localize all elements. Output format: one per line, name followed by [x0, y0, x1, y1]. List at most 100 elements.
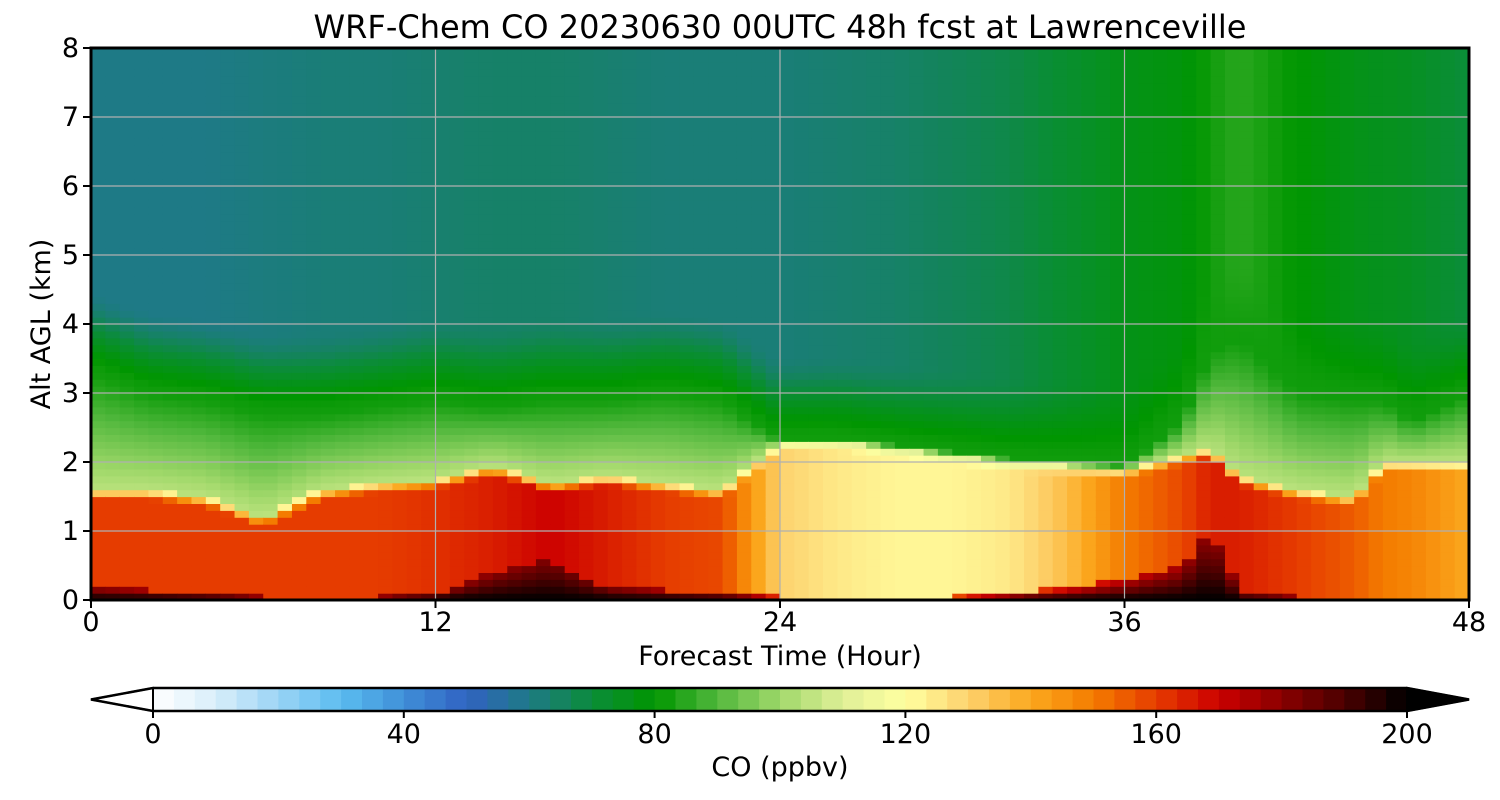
- heatmap-cell: [291, 572, 307, 580]
- heatmap-cell: [248, 186, 264, 194]
- heatmap-cell: [492, 593, 508, 600]
- heatmap-cell: [306, 165, 322, 173]
- heatmap-cell: [263, 289, 279, 297]
- heatmap-cell: [952, 517, 968, 525]
- heatmap-cell: [148, 179, 164, 187]
- heatmap-cell: [765, 586, 781, 594]
- heatmap-cell: [306, 151, 322, 159]
- heatmap-cell: [550, 144, 566, 153]
- heatmap-cell: [134, 68, 150, 77]
- heatmap-cell: [535, 130, 551, 139]
- heatmap-cell: [923, 61, 939, 70]
- heatmap-cell: [191, 586, 207, 594]
- heatmap-cell: [435, 303, 451, 311]
- heatmap-cell: [593, 75, 609, 84]
- heatmap-cell: [392, 317, 408, 325]
- heatmap-cell: [406, 61, 422, 70]
- heatmap-cell: [435, 393, 451, 401]
- heatmap-cell: [736, 330, 752, 339]
- heatmap-cell: [665, 455, 681, 463]
- heatmap-cell: [507, 48, 523, 56]
- heatmap-cell: [937, 199, 953, 208]
- heatmap-cell: [923, 289, 939, 297]
- heatmap-cell: [421, 441, 437, 449]
- heatmap-cell: [535, 61, 551, 70]
- heatmap-cell: [291, 496, 307, 504]
- heatmap-cell: [579, 117, 594, 125]
- heatmap-cell: [650, 82, 666, 90]
- heatmap-cell: [564, 510, 580, 518]
- heatmap-cell: [851, 462, 867, 470]
- heatmap-cell: [880, 151, 896, 159]
- heatmap-cell: [291, 468, 307, 477]
- heatmap-cell: [378, 123, 394, 132]
- heatmap-cell: [722, 517, 738, 525]
- heatmap-cell: [579, 261, 594, 270]
- heatmap-cell: [751, 427, 767, 435]
- heatmap-cell: [320, 282, 336, 291]
- heatmap-cell: [923, 317, 939, 325]
- heatmap-cell: [622, 510, 638, 518]
- heatmap-cell: [937, 151, 953, 159]
- heatmap-cell: [162, 413, 178, 422]
- heatmap-cell: [378, 531, 394, 539]
- heatmap-cell: [909, 186, 925, 194]
- heatmap-cell: [162, 289, 178, 297]
- heatmap-cell: [751, 206, 767, 215]
- heatmap-cell: [521, 61, 537, 70]
- heatmap-cell: [966, 137, 982, 146]
- heatmap-cell: [205, 503, 221, 511]
- heatmap-cell: [736, 558, 752, 567]
- heatmap-cell: [679, 89, 695, 97]
- heatmap-cell: [306, 510, 322, 518]
- heatmap-cell: [952, 172, 968, 180]
- heatmap-cell: [263, 82, 279, 90]
- heatmap-cell: [464, 544, 480, 553]
- heatmap-cell: [550, 344, 566, 353]
- heatmap-cell: [593, 441, 609, 449]
- heatmap-cell: [363, 48, 379, 56]
- heatmap-cell: [191, 558, 207, 567]
- heatmap-cell: [119, 82, 135, 90]
- heatmap-cell: [708, 524, 724, 532]
- heatmap-cell: [880, 82, 896, 90]
- heatmap-cell: [220, 510, 236, 518]
- heatmap-cell: [722, 310, 738, 318]
- heatmap-cell: [679, 358, 695, 366]
- heatmap-cell: [708, 462, 724, 470]
- heatmap-cell: [679, 289, 695, 297]
- heatmap-cell: [837, 123, 853, 132]
- heatmap-cell: [894, 144, 910, 153]
- heatmap-cell: [808, 496, 824, 504]
- heatmap-cell: [679, 372, 695, 380]
- heatmap-cell: [234, 317, 250, 325]
- heatmap-cell: [119, 137, 135, 146]
- heatmap-cell: [349, 434, 365, 442]
- heatmap-cell: [593, 248, 609, 256]
- heatmap-cell: [263, 372, 279, 380]
- heatmap-cell: [808, 517, 824, 525]
- heatmap-cell: [550, 537, 566, 546]
- heatmap-cell: [937, 206, 953, 215]
- heatmap-cell: [406, 393, 422, 401]
- heatmap-cell: [636, 282, 652, 291]
- heatmap-cell: [248, 241, 264, 249]
- heatmap-cell: [693, 165, 709, 173]
- heatmap-cell: [507, 517, 523, 525]
- heatmap-cell: [851, 572, 867, 580]
- heatmap-cell: [248, 579, 264, 587]
- heatmap-cell: [665, 261, 681, 270]
- heatmap-cell: [880, 54, 896, 63]
- heatmap-cell: [105, 482, 121, 491]
- heatmap-cell: [650, 192, 666, 201]
- heatmap-cell: [349, 344, 365, 353]
- heatmap-cell: [521, 544, 537, 553]
- heatmap-cell: [392, 199, 408, 208]
- heatmap-cell: [894, 317, 910, 325]
- heatmap-cell: [851, 310, 867, 318]
- heatmap-cell: [823, 420, 839, 429]
- heatmap-cell: [134, 82, 150, 90]
- heatmap-cell: [909, 393, 925, 401]
- heatmap-cell: [421, 455, 437, 463]
- heatmap-cell: [593, 68, 609, 77]
